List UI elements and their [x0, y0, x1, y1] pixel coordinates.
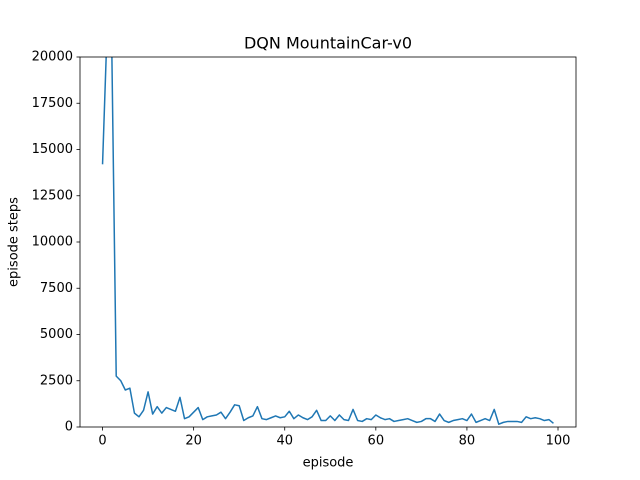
y-axis-label: episode steps [7, 197, 22, 287]
plot-frame [79, 56, 577, 428]
x-tick-label: 80 [459, 434, 476, 449]
x-axis-label: episode [303, 456, 354, 471]
y-tick-label: 5000 [40, 327, 73, 342]
chart-title: DQN MountainCar-v0 [244, 34, 412, 53]
y-tick-label: 2500 [40, 373, 73, 388]
x-tick-label: 100 [546, 434, 571, 449]
y-tick-label: 15000 [32, 142, 73, 157]
y-tick-label: 0 [65, 420, 73, 435]
y-tick-label: 7500 [40, 281, 73, 296]
y-tick-label: 17500 [32, 96, 73, 111]
x-tick-label: 60 [368, 434, 385, 449]
line [101, 57, 554, 425]
x-tick-label: 0 [98, 434, 106, 449]
x-tick-label: 20 [185, 434, 202, 449]
x-tick-label: 40 [276, 434, 293, 449]
y-tick-label: 10000 [32, 235, 73, 250]
y-tick-label: 12500 [32, 188, 73, 203]
y-tick-label: 20000 [32, 50, 73, 65]
